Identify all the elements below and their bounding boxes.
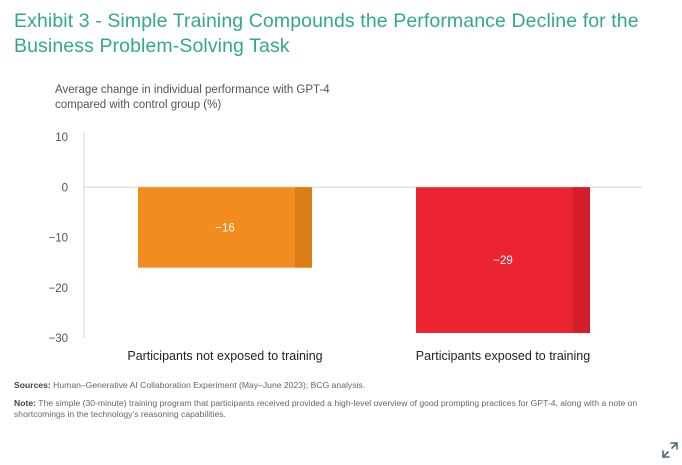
y-tick-label: 10	[55, 132, 68, 144]
note-text: The simple (30-minute) training program …	[14, 398, 638, 419]
bar-chart: 10 0 −10 −20 −30 −16 Participants not exposed…	[48, 132, 642, 363]
bar	[416, 187, 590, 333]
y-tick-label: −10	[48, 233, 68, 245]
y-axis-label: Average change in individual performance…	[55, 84, 330, 111]
x-category-label: Participants exposed to training	[416, 349, 590, 363]
expand-icon[interactable]	[660, 440, 680, 460]
note-footnote: Note: The simple (30-minute) training pr…	[14, 398, 674, 419]
note-label: Note:	[14, 398, 36, 408]
chart-title: Exhibit 3 - Simple Training Compounds th…	[14, 10, 639, 57]
data-label: −29	[493, 255, 513, 267]
sources-footnote: Sources: Human–Generative AI Collaborati…	[14, 380, 674, 391]
y-tick-label: −30	[48, 333, 68, 345]
y-tick-label: −20	[48, 283, 68, 295]
expand-icon-graphic	[662, 442, 678, 458]
data-label: −16	[215, 222, 235, 234]
sources-text: Human–Generative AI Collaboration Experi…	[53, 380, 366, 390]
y-tick-label: 0	[62, 182, 68, 194]
sources-label: Sources:	[14, 380, 51, 390]
bar	[138, 187, 312, 268]
bar-shade	[573, 187, 590, 333]
bar-shade	[295, 187, 312, 268]
x-category-label: Participants not exposed to training	[127, 349, 322, 363]
